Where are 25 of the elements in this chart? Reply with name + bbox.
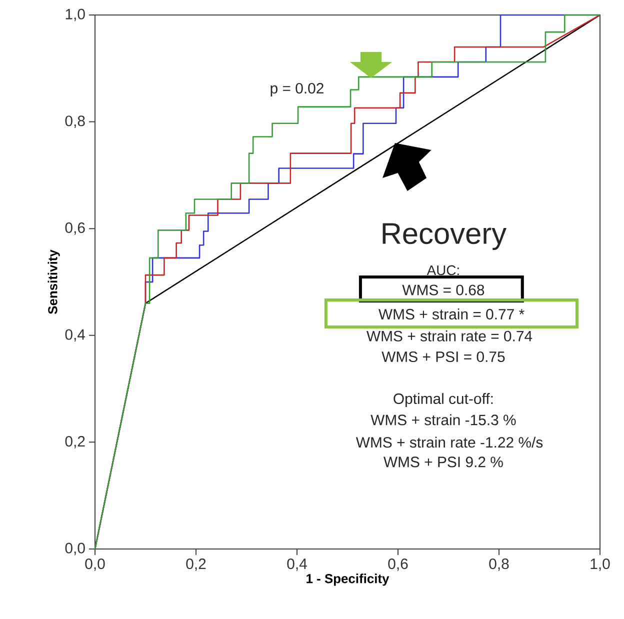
annotation: WMS + strain -15.3 % — [370, 414, 516, 426]
annotation: Optimal cut-off: — [394, 393, 493, 407]
y-tick-label: 0,6 — [65, 222, 85, 235]
annotation: WMS + PSI = 0.75 — [382, 351, 505, 362]
annotation: WMS + strain rate = 0.74 — [366, 330, 532, 342]
y-tick-label: 0,8 — [65, 116, 85, 128]
x-tick-label: 0,0 — [85, 558, 105, 571]
y-tick-label: 1,0 — [66, 8, 85, 22]
x-tick-label: 0,2 — [186, 558, 206, 571]
annotation: WMS + strain rate -1.22 %/s — [356, 436, 543, 448]
x-axis-title: 1 - Specificity — [306, 574, 390, 586]
annotation: AUC: — [426, 265, 459, 276]
y-tick-label: 0,2 — [65, 436, 85, 448]
x-tick-label: 0,6 — [388, 558, 408, 571]
x-tick-label: 0,8 — [489, 558, 509, 571]
y-tick-label: 0,4 — [65, 329, 86, 342]
annotation: WMS + strain = 0.77 * — [378, 308, 524, 320]
annotation: WMS = 0.68 — [402, 284, 484, 296]
y-tick-label: 0,0 — [65, 542, 85, 556]
x-tick-label: 1,0 — [590, 558, 610, 571]
annotation: Recovery — [382, 223, 506, 250]
annotation: p = 0.02 — [270, 82, 324, 97]
annotation: WMS + PSI 9.2 % — [384, 456, 503, 468]
x-tick-label: 0,4 — [287, 558, 307, 571]
y-axis-title: Sensitivity — [48, 250, 60, 314]
